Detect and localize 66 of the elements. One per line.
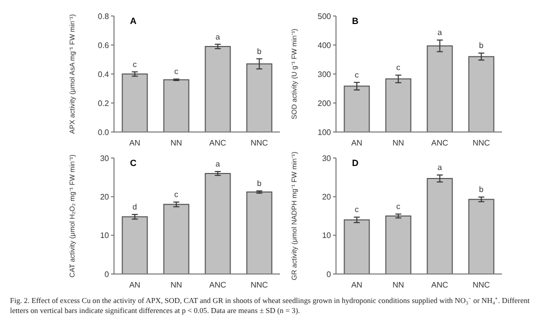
bar bbox=[163, 204, 190, 274]
annotation: a bbox=[216, 32, 221, 42]
x-tick-label: AN bbox=[129, 280, 141, 290]
x-tick-label: NN bbox=[170, 280, 182, 290]
y-tick-label: 20 bbox=[322, 192, 332, 202]
chart-title: C bbox=[130, 158, 136, 168]
bar bbox=[468, 198, 494, 274]
y-tick-label: 20 bbox=[100, 192, 110, 202]
y-tick-label: 0.0 bbox=[98, 128, 110, 137]
bar bbox=[204, 172, 231, 274]
bar bbox=[426, 178, 453, 274]
annotation: a bbox=[438, 163, 443, 172]
chart-title: D bbox=[352, 158, 358, 168]
y-tick-label: 0 bbox=[104, 270, 110, 279]
annotation: b bbox=[257, 46, 262, 56]
y-tick-label: 0 bbox=[326, 270, 332, 279]
y-tick-label: 200 bbox=[318, 98, 332, 108]
bar bbox=[163, 79, 190, 132]
annotation: c bbox=[132, 60, 137, 69]
y-tick-label: 100 bbox=[318, 128, 332, 137]
bar bbox=[246, 192, 272, 274]
x-tick-label: NN bbox=[392, 138, 404, 148]
x-tick-label: AN bbox=[129, 138, 141, 148]
y-tick-label: 300 bbox=[318, 70, 332, 79]
y-tick-label: 30 bbox=[100, 154, 110, 163]
x-tick-label: AN bbox=[351, 138, 363, 148]
x-tick-label: ANC bbox=[431, 138, 448, 148]
chart-title: B bbox=[352, 16, 358, 26]
x-tick-label: NN bbox=[170, 138, 182, 148]
annotation: c bbox=[354, 70, 359, 80]
y-tick-label: 0.6 bbox=[98, 40, 110, 50]
x-tick-label: NNC bbox=[250, 138, 268, 148]
annotation: c bbox=[396, 63, 400, 72]
annotation: c bbox=[354, 205, 359, 214]
annotation: a bbox=[216, 160, 221, 169]
x-tick-label: NNC bbox=[472, 138, 490, 148]
bar bbox=[246, 63, 272, 132]
annotation: c bbox=[174, 67, 178, 76]
y-tick-label: 10 bbox=[322, 231, 332, 240]
annotation: b bbox=[479, 41, 484, 50]
x-tick-label: NNC bbox=[250, 280, 268, 290]
chart-title: A bbox=[130, 16, 136, 26]
annotation: c bbox=[174, 190, 178, 200]
y-tick-label: 30 bbox=[322, 154, 332, 163]
y-tick-label: 0.2 bbox=[98, 98, 110, 108]
annotation: d bbox=[132, 202, 137, 212]
annotation: c bbox=[396, 202, 400, 212]
bar bbox=[122, 216, 148, 274]
bar bbox=[385, 216, 412, 274]
x-tick-label: AN bbox=[351, 280, 363, 290]
y-tick-label: 10 bbox=[100, 231, 110, 240]
x-tick-label: ANC bbox=[209, 280, 226, 290]
x-tick-label: ANC bbox=[431, 280, 448, 290]
annotation: b bbox=[479, 185, 484, 194]
y-tick-label: 400 bbox=[318, 40, 332, 50]
annotation: b bbox=[257, 178, 262, 188]
x-tick-label: NN bbox=[392, 280, 404, 290]
bar bbox=[122, 74, 148, 132]
y-tick-label: 0.4 bbox=[98, 70, 110, 79]
annotation: a bbox=[438, 28, 443, 38]
y-tick-label: 500 bbox=[318, 12, 332, 21]
x-tick-label: ANC bbox=[209, 138, 226, 148]
x-tick-label: NNC bbox=[472, 280, 490, 290]
bar bbox=[344, 219, 370, 274]
bar bbox=[204, 46, 231, 132]
y-tick-label: 0.8 bbox=[98, 12, 110, 21]
